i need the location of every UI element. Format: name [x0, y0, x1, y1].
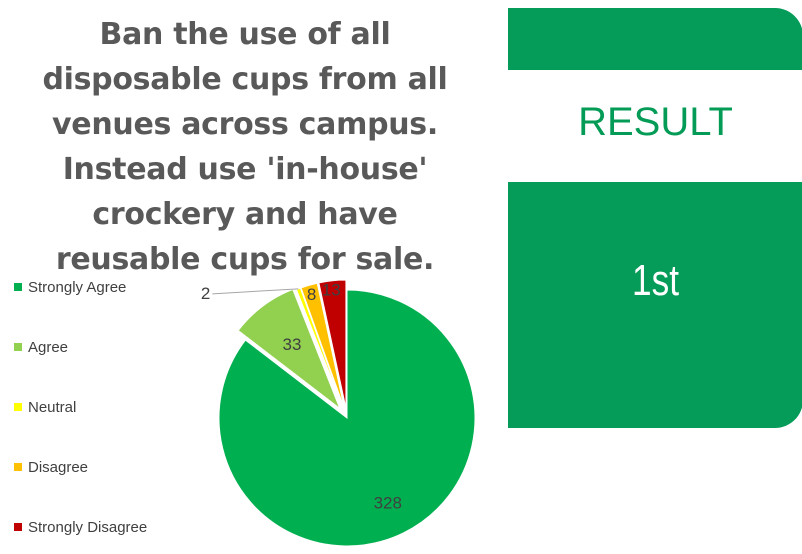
legend-item-disagree: Disagree [14, 458, 88, 478]
pie-leader-lines [212, 288, 299, 295]
result-rank-band [508, 182, 802, 428]
pie-slice-disagree [300, 282, 345, 409]
result-label: RESULT [578, 100, 733, 144]
data-label-disagree: 8 [307, 285, 316, 304]
legend-item-strongly-disagree: Strongly Disagree [14, 518, 147, 538]
pie-slices [218, 279, 476, 547]
legend-swatch [14, 283, 22, 292]
pie-slice-strongly-agree [218, 289, 476, 547]
result-panel: RESULT 1st [508, 8, 802, 428]
legend-label: Strongly Agree [28, 279, 127, 296]
legend-item-strongly-agree: Strongly Agree [14, 278, 126, 298]
legend-label: Disagree [28, 459, 89, 476]
legend-swatch [14, 523, 22, 532]
result-rank: 1st [632, 256, 679, 305]
result-header-band [508, 8, 802, 70]
pie-slice-strongly-disagree [318, 279, 347, 409]
data-label-agree: 33 [283, 335, 302, 354]
data-label-neutral: 2 [201, 284, 210, 303]
data-label-strongly-disagree: 13 [322, 281, 341, 300]
legend-label: Strongly Disagree [28, 519, 148, 536]
data-label-strongly-agree: 328 [374, 494, 402, 513]
legend-swatch [14, 343, 22, 352]
chart-title: Ban the use of all disposable cups from … [42, 17, 448, 277]
legend-label: Neutral [28, 399, 77, 416]
legend-item-agree: Agree [14, 338, 68, 358]
legend-label: Agree [28, 339, 69, 356]
legend-item-neutral: Neutral [14, 398, 76, 418]
legend-swatch [14, 403, 22, 412]
pie-data-labels: 328 33 2 8 13 [201, 281, 402, 513]
leader-line-neutral [212, 288, 299, 295]
result-label-band [508, 70, 802, 182]
legend-swatch [14, 463, 22, 472]
